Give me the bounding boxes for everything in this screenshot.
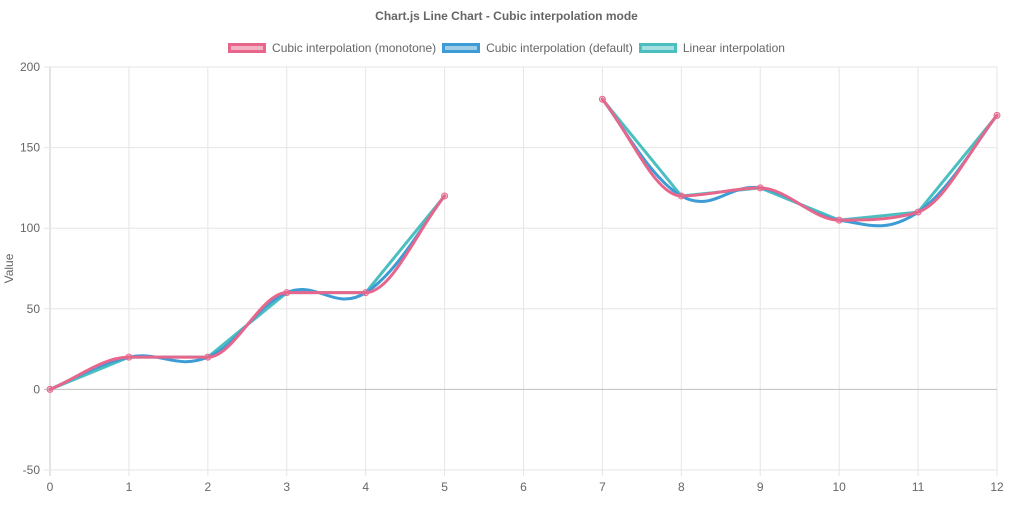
data-point (441, 192, 449, 200)
data-point (756, 184, 764, 192)
legend-label-monotone: Cubic interpolation (monotone) (272, 41, 437, 55)
x-tick-label: 12 (990, 480, 1004, 494)
data-point (46, 385, 54, 393)
x-tick-label: 9 (757, 480, 764, 494)
legend-swatch-linear (638, 43, 677, 53)
y-tick-label: 0 (33, 382, 40, 396)
legend-label-linear: Linear interpolation (682, 41, 785, 55)
data-point (598, 95, 606, 103)
grid (44, 66, 998, 476)
x-tick-label: 6 (520, 480, 527, 494)
data-point (835, 216, 843, 224)
x-tick-label: 10 (832, 480, 846, 494)
x-tick-label: 1 (126, 480, 133, 494)
legend: Cubic interpolation (monotone) Cubic int… (0, 41, 1013, 55)
y-tick-label: 50 (27, 302, 41, 316)
y-tick-label: -50 (23, 463, 41, 477)
legend-item-linear[interactable]: Linear interpolation (638, 41, 785, 55)
x-tick-label: 11 (912, 480, 925, 494)
x-tick-label: 0 (47, 480, 54, 494)
data-point (125, 353, 133, 361)
data-points (46, 95, 1001, 393)
series-line-monotone (48, 194, 447, 391)
data-point (283, 289, 291, 297)
data-point (362, 289, 370, 297)
legend-label-default: Cubic interpolation (default) (486, 41, 633, 55)
y-tick-label: 100 (20, 221, 40, 235)
legend-swatch-default (442, 43, 481, 53)
data-point (914, 208, 922, 216)
x-tick-label: 3 (283, 480, 290, 494)
x-tick-label: 5 (441, 480, 448, 494)
data-point (204, 353, 212, 361)
series-line-monotone (600, 97, 999, 222)
legend-swatch-monotone (228, 43, 267, 53)
x-tick-label: 7 (599, 480, 606, 494)
x-tick-label: 2 (204, 480, 211, 494)
x-tick-label: 4 (362, 480, 369, 494)
data-point (993, 111, 1001, 119)
series-line-linear (600, 97, 999, 222)
legend-item-default[interactable]: Cubic interpolation (default) (442, 41, 633, 55)
x-tick-label: 8 (678, 480, 685, 494)
y-axis-title: Value (2, 253, 16, 283)
chart-title: Chart.js Line Chart - Cubic interpolatio… (375, 9, 638, 23)
y-tick-label: 200 (20, 60, 40, 74)
y-tick-label: 150 (20, 141, 40, 155)
data-point (677, 192, 685, 200)
series-line-cubic (600, 97, 999, 228)
legend-item-monotone[interactable]: Cubic interpolation (monotone) (228, 41, 436, 55)
